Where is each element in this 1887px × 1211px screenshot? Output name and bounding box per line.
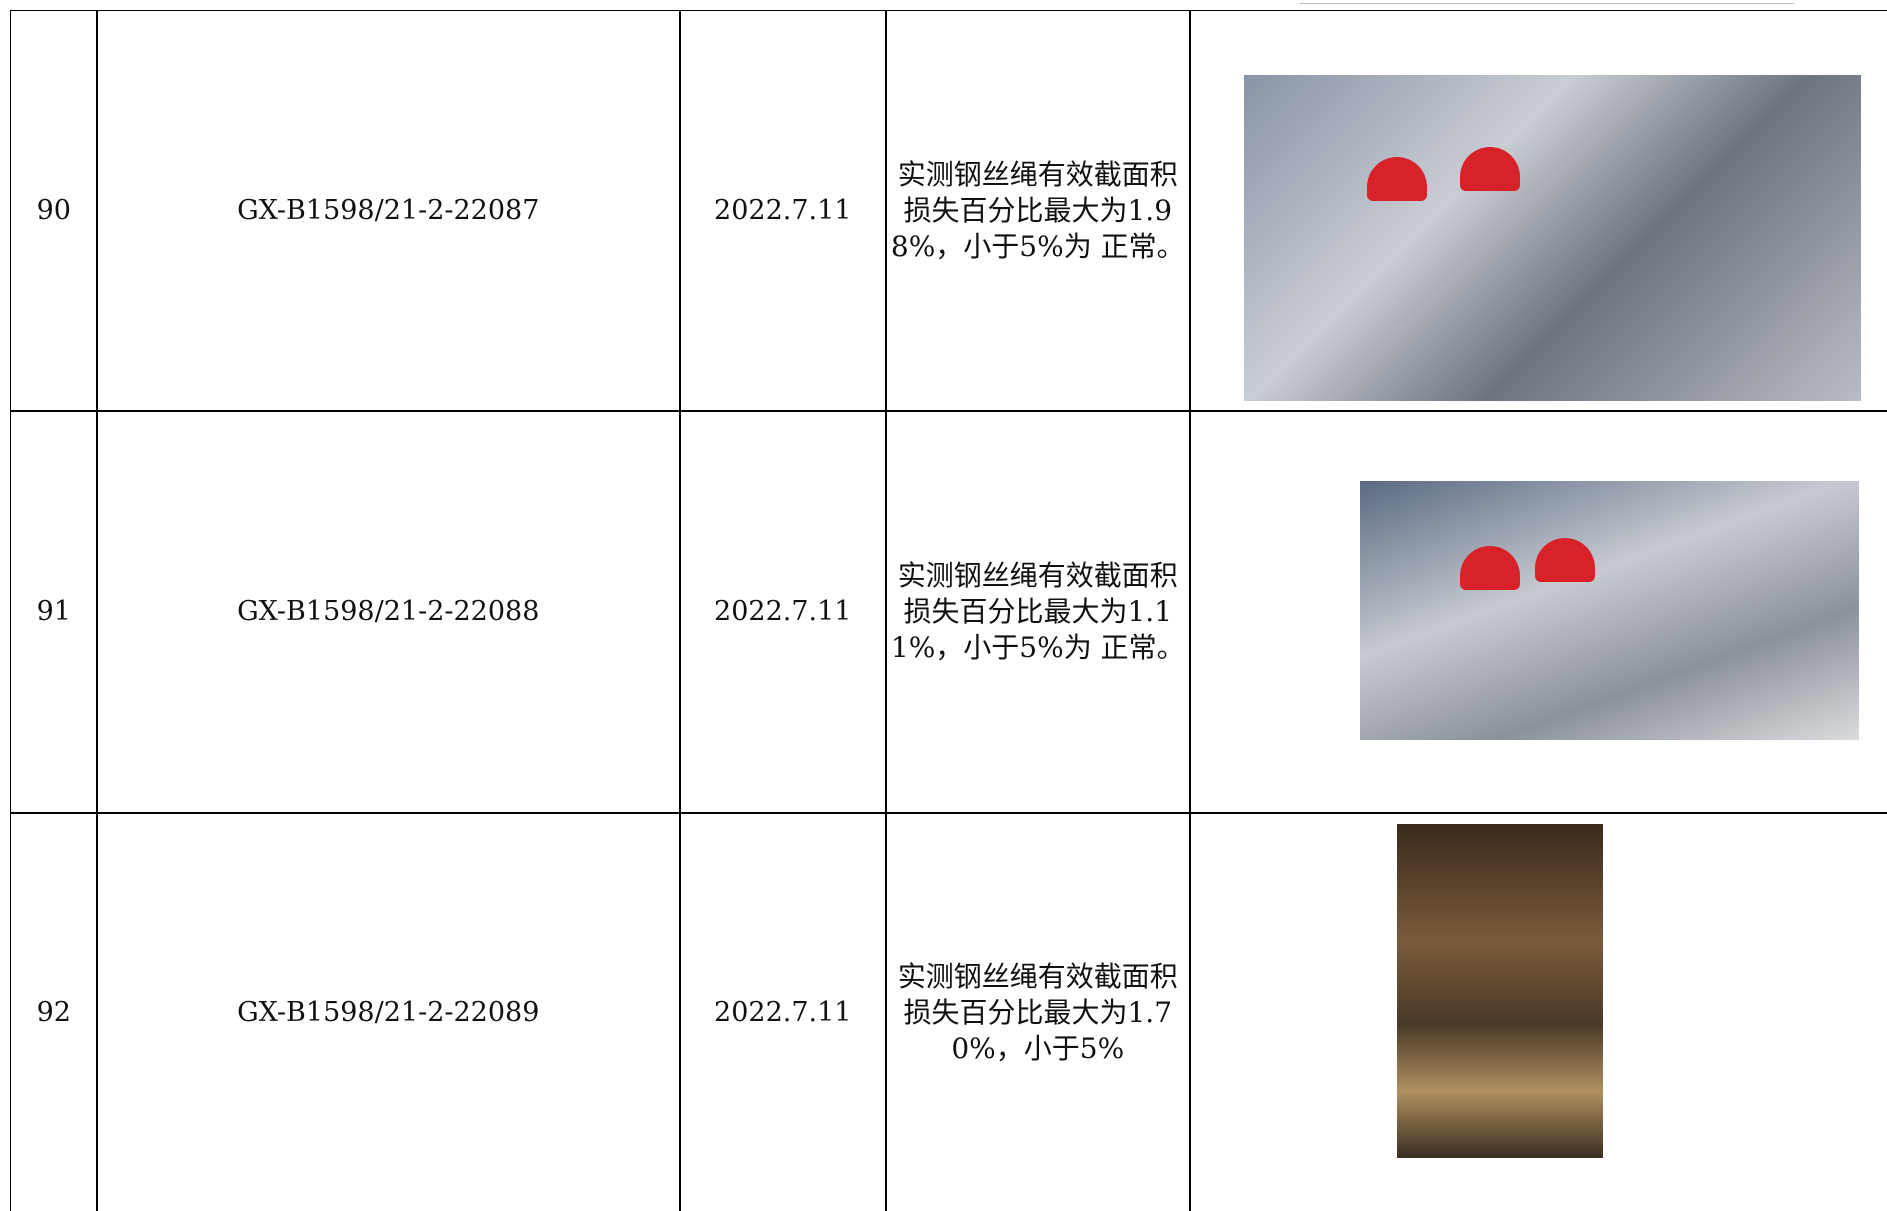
- cell-photo: [1189, 410, 1887, 814]
- result: 实测钢丝绳有效截面积损失百分比最大为1.11%，小于5%为 正常。: [890, 558, 1185, 664]
- result: 实测钢丝绳有效截面积损失百分比最大为1.98%，小于5%为 正常。: [890, 157, 1185, 263]
- photo: [1360, 481, 1859, 740]
- cell-result: 实测钢丝绳有效截面积损失百分比最大为1.98%，小于5%为 正常。: [885, 10, 1191, 412]
- cell-date: 2022.7.11: [679, 410, 887, 814]
- no: 90: [36, 195, 71, 227]
- helmet: [1459, 146, 1520, 191]
- date: 2022.7.11: [714, 596, 852, 628]
- code: GX-B1598/21-2-22089: [237, 997, 540, 1028]
- cell-result: 实测钢丝绳有效截面积损失百分比最大为1.11%，小于5%为 正常。: [885, 410, 1191, 814]
- photo: [1244, 75, 1861, 401]
- code: GX-B1598/21-2-22088: [237, 596, 540, 628]
- helmet: [1534, 537, 1595, 582]
- date: 2022.7.11: [714, 195, 852, 227]
- date: 2022.7.11: [714, 997, 852, 1028]
- cell-code: GX-B1598/21-2-22087: [96, 10, 681, 412]
- no: 91: [36, 596, 71, 628]
- cell-no: 91: [10, 410, 98, 814]
- cell-photo: [1189, 10, 1887, 412]
- cell-date: 2022.7.11: [679, 10, 887, 412]
- result: 实测钢丝绳有效截面积损失百分比最大为1.70%，小于5%: [897, 959, 1178, 1065]
- helmet: [1459, 545, 1520, 590]
- cell-no: 92: [10, 812, 98, 1211]
- cell-code: GX-B1598/21-2-22089: [96, 812, 681, 1211]
- photo: [1397, 824, 1603, 1158]
- cell-no: 90: [10, 10, 98, 412]
- no: 92: [36, 997, 71, 1028]
- cell-date: 2022.7.11: [679, 812, 887, 1211]
- rule: [1300, 3, 1794, 4]
- helmet: [1367, 156, 1428, 201]
- cell-photo: [1189, 812, 1887, 1211]
- code: GX-B1598/21-2-22087: [237, 195, 540, 227]
- cell-result: 实测钢丝绳有效截面积损失百分比最大为1.70%，小于5%: [885, 812, 1191, 1211]
- cell-code: GX-B1598/21-2-22088: [96, 410, 681, 814]
